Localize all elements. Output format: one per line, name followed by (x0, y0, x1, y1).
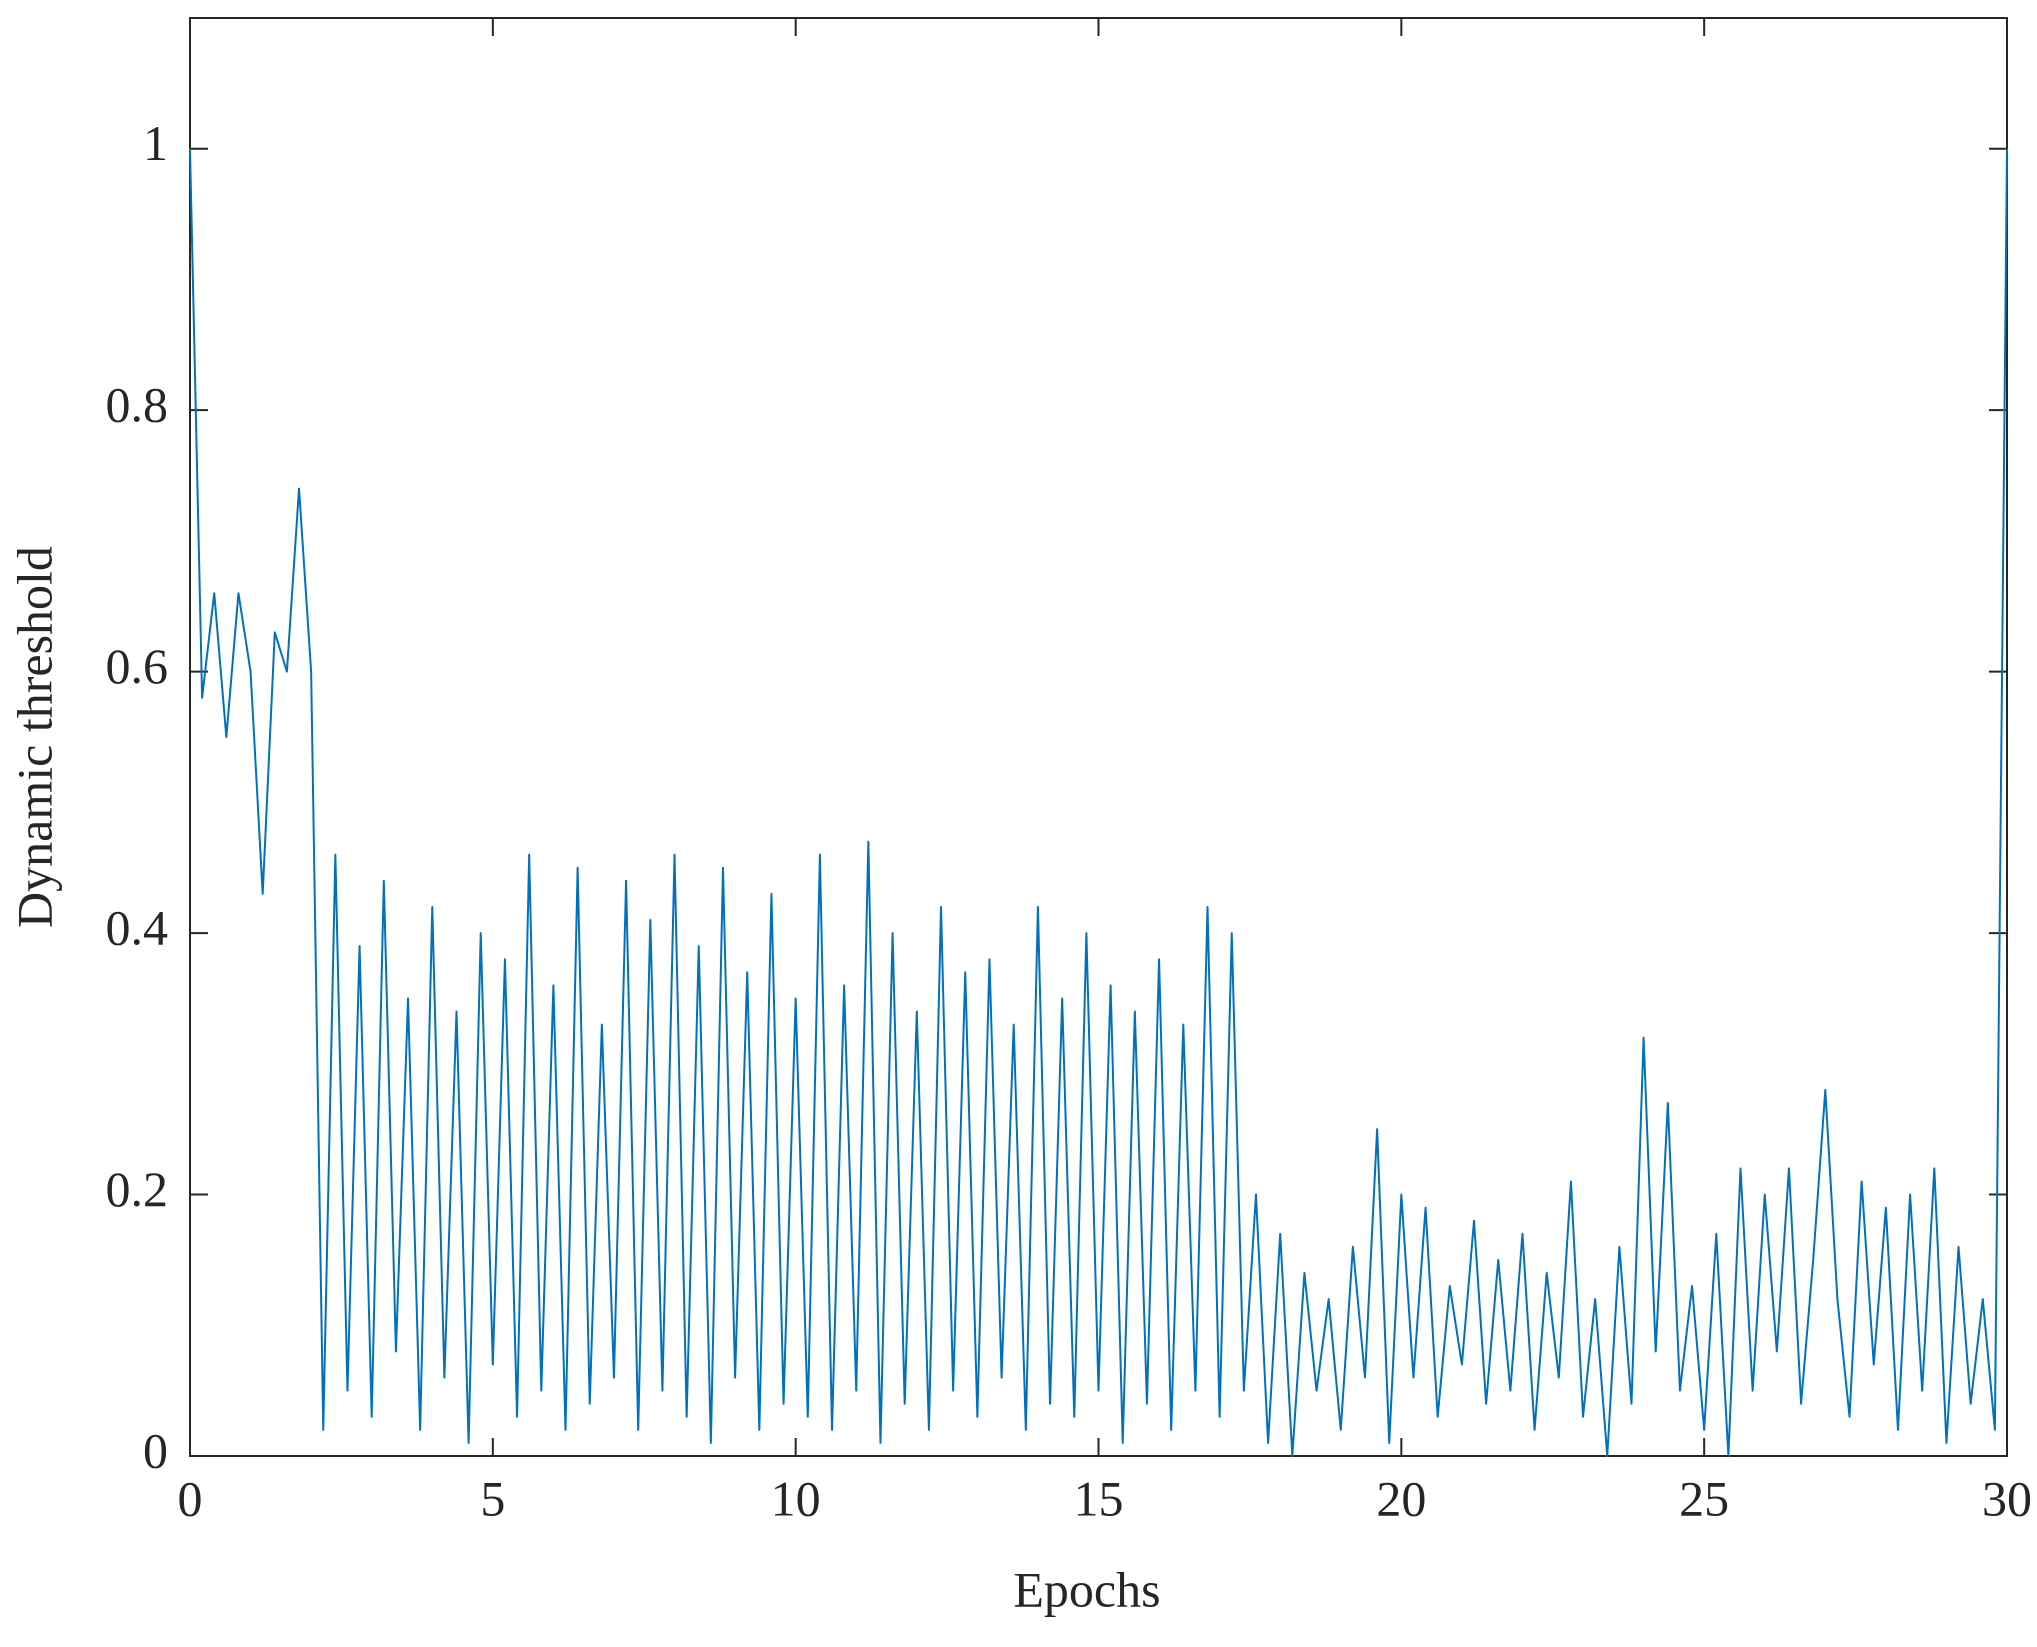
y-tick-label: 0 (143, 1422, 168, 1478)
y-tick-label: 0.6 (106, 638, 169, 694)
x-tick-label: 20 (1376, 1470, 1426, 1526)
x-tick-label: 25 (1679, 1470, 1729, 1526)
y-tick-label: 0.4 (106, 900, 169, 956)
y-tick-label: 0.2 (106, 1161, 169, 1217)
x-tick-label: 5 (480, 1470, 505, 1526)
x-axis-label: Epochs (1013, 1561, 1160, 1617)
data-line (189, 148, 2008, 1457)
y-tick-label: 0.8 (106, 377, 169, 433)
y-tick-label: 1 (143, 115, 168, 171)
x-tick-label: 10 (771, 1470, 821, 1526)
x-tick-label: 15 (1074, 1470, 1124, 1526)
x-tick-label: 30 (1982, 1470, 2032, 1526)
x-tick-label: 0 (178, 1470, 203, 1526)
y-axis-label: Dynamic threshold (6, 546, 62, 928)
plot-area (189, 17, 2008, 1457)
